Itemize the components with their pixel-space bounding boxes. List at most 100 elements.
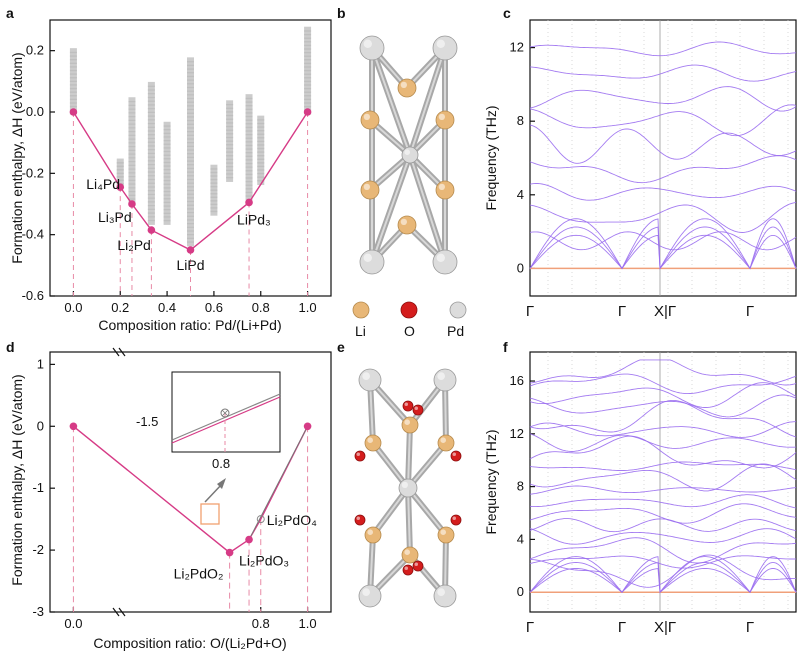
li-atom-highlight <box>400 218 407 226</box>
candidate-structure-marker <box>257 129 265 135</box>
candidate-structure-marker <box>147 219 155 225</box>
inset-line-hull <box>171 396 281 444</box>
x-tick-label: 1.0 <box>299 300 317 315</box>
candidate-structure-marker <box>163 129 171 135</box>
phonon-branch <box>529 359 797 386</box>
y-tick-label: 12 <box>510 426 524 441</box>
candidate-structure-marker <box>304 51 312 57</box>
phonon-branch <box>529 518 797 533</box>
candidate-structure-marker <box>245 115 253 121</box>
candidate-structure-marker <box>226 122 234 128</box>
hull-point <box>303 422 312 431</box>
inset-point <box>220 408 230 418</box>
phonon-branch <box>529 382 797 408</box>
candidate-structure-marker <box>163 169 171 175</box>
y-tick-label: 8 <box>517 479 524 494</box>
pd-atom-highlight <box>436 39 445 48</box>
bond-shine <box>371 47 411 156</box>
candidate-structure-marker <box>147 171 155 177</box>
candidate-structure-marker <box>245 159 253 165</box>
candidate-structure-marker <box>116 169 124 175</box>
candidate-structure-marker <box>226 125 234 131</box>
candidate-structure-marker <box>187 108 194 114</box>
candidate-structure-marker <box>163 172 171 178</box>
o-atom <box>402 400 414 412</box>
y-tick-label: 4 <box>517 187 524 202</box>
x-tick-label: 0.0 <box>64 616 82 631</box>
candidate-structure-marker <box>147 108 155 114</box>
candidate-structure-marker <box>147 141 155 147</box>
pd-atom-highlight <box>363 39 372 48</box>
candidate-structure-marker <box>245 108 253 114</box>
chart-f: 0 4 8 12 16 Γ Γ X|Γ Γ Frequency (THz) <box>483 351 797 636</box>
candidate-structure-marker <box>210 178 218 184</box>
atom-legend: Li O Pd <box>352 301 467 339</box>
candidate-structure-marker <box>128 149 136 155</box>
candidate-structure-marker <box>245 195 253 201</box>
candidate-structure-marker <box>257 133 265 139</box>
li-atom <box>364 434 382 452</box>
candidate-structure-marker <box>245 162 253 168</box>
candidate-structure-marker <box>226 118 234 124</box>
candidate-structure-marker <box>128 175 136 181</box>
candidate-structure-marker <box>69 87 77 93</box>
candidate-structure-marker <box>304 44 312 50</box>
candidate-structure-marker <box>147 212 155 218</box>
candidate-structure-marker <box>226 151 234 157</box>
axis-break-mark <box>112 347 120 357</box>
candidate-structure-marker <box>163 158 171 164</box>
candidate-structure-marker <box>226 162 234 168</box>
candidate-structure-marker <box>128 187 136 193</box>
candidate-structure-marker <box>226 155 234 161</box>
pd-atom <box>433 584 457 608</box>
pd-atom-highlight <box>404 149 411 155</box>
candidate-structure-marker <box>187 68 194 74</box>
bond-shine <box>409 47 446 156</box>
li-atom <box>360 180 380 200</box>
candidate-structure-marker <box>128 160 136 166</box>
phonon-branch <box>529 556 797 594</box>
candidate-structure-marker <box>304 77 312 83</box>
candidate-structure-marker <box>147 100 155 106</box>
panel-label-e: e <box>337 339 345 355</box>
panel-label-d: d <box>6 339 15 355</box>
legend-pd-swatch <box>449 301 467 319</box>
phonon-branch <box>529 86 797 112</box>
y-tick-label: 12 <box>510 40 524 55</box>
y-tick-label: -0.4 <box>22 227 44 242</box>
hull-point <box>116 183 125 191</box>
candidate-structure-marker <box>187 241 194 247</box>
y-tick-label: 4 <box>517 531 524 546</box>
candidate-structure-marker <box>245 170 253 176</box>
candidate-structure-marker <box>257 154 265 160</box>
candidate-structure-marker <box>245 105 253 111</box>
x-tick-label: 0.6 <box>205 300 223 315</box>
li-atom <box>435 110 455 130</box>
candidate-structure-marker <box>187 226 194 232</box>
li-atom <box>397 78 417 98</box>
candidate-structure-marker <box>128 123 136 129</box>
li-atom-highlight <box>363 183 370 191</box>
candidate-structure-marker <box>304 62 312 68</box>
candidate-structure-marker <box>257 180 265 186</box>
secondary-hull-line <box>248 426 309 540</box>
candidate-structure-marker <box>163 154 171 160</box>
candidate-structure-marker <box>163 219 171 225</box>
candidate-structure-marker <box>187 222 194 228</box>
candidate-structure-marker <box>163 208 171 214</box>
phonon-branch <box>529 463 797 492</box>
candidate-structure-marker <box>304 69 312 75</box>
candidate-structure-marker <box>69 69 77 75</box>
candidate-structure-marker <box>304 66 312 72</box>
hull-point <box>186 246 195 254</box>
candidate-structure-marker <box>128 130 136 136</box>
candidate-structure-marker <box>226 147 234 153</box>
candidate-structure-marker <box>128 190 136 196</box>
candidate-structure-marker <box>163 198 171 204</box>
compound-label: Li₂PdO₂ <box>174 566 224 582</box>
candidate-structure-marker <box>245 123 253 129</box>
candidate-structure-marker <box>128 142 136 148</box>
candidate-structure-marker <box>69 91 77 97</box>
candidate-structure-marker <box>245 126 253 132</box>
legend-li-label: Li <box>355 323 366 339</box>
